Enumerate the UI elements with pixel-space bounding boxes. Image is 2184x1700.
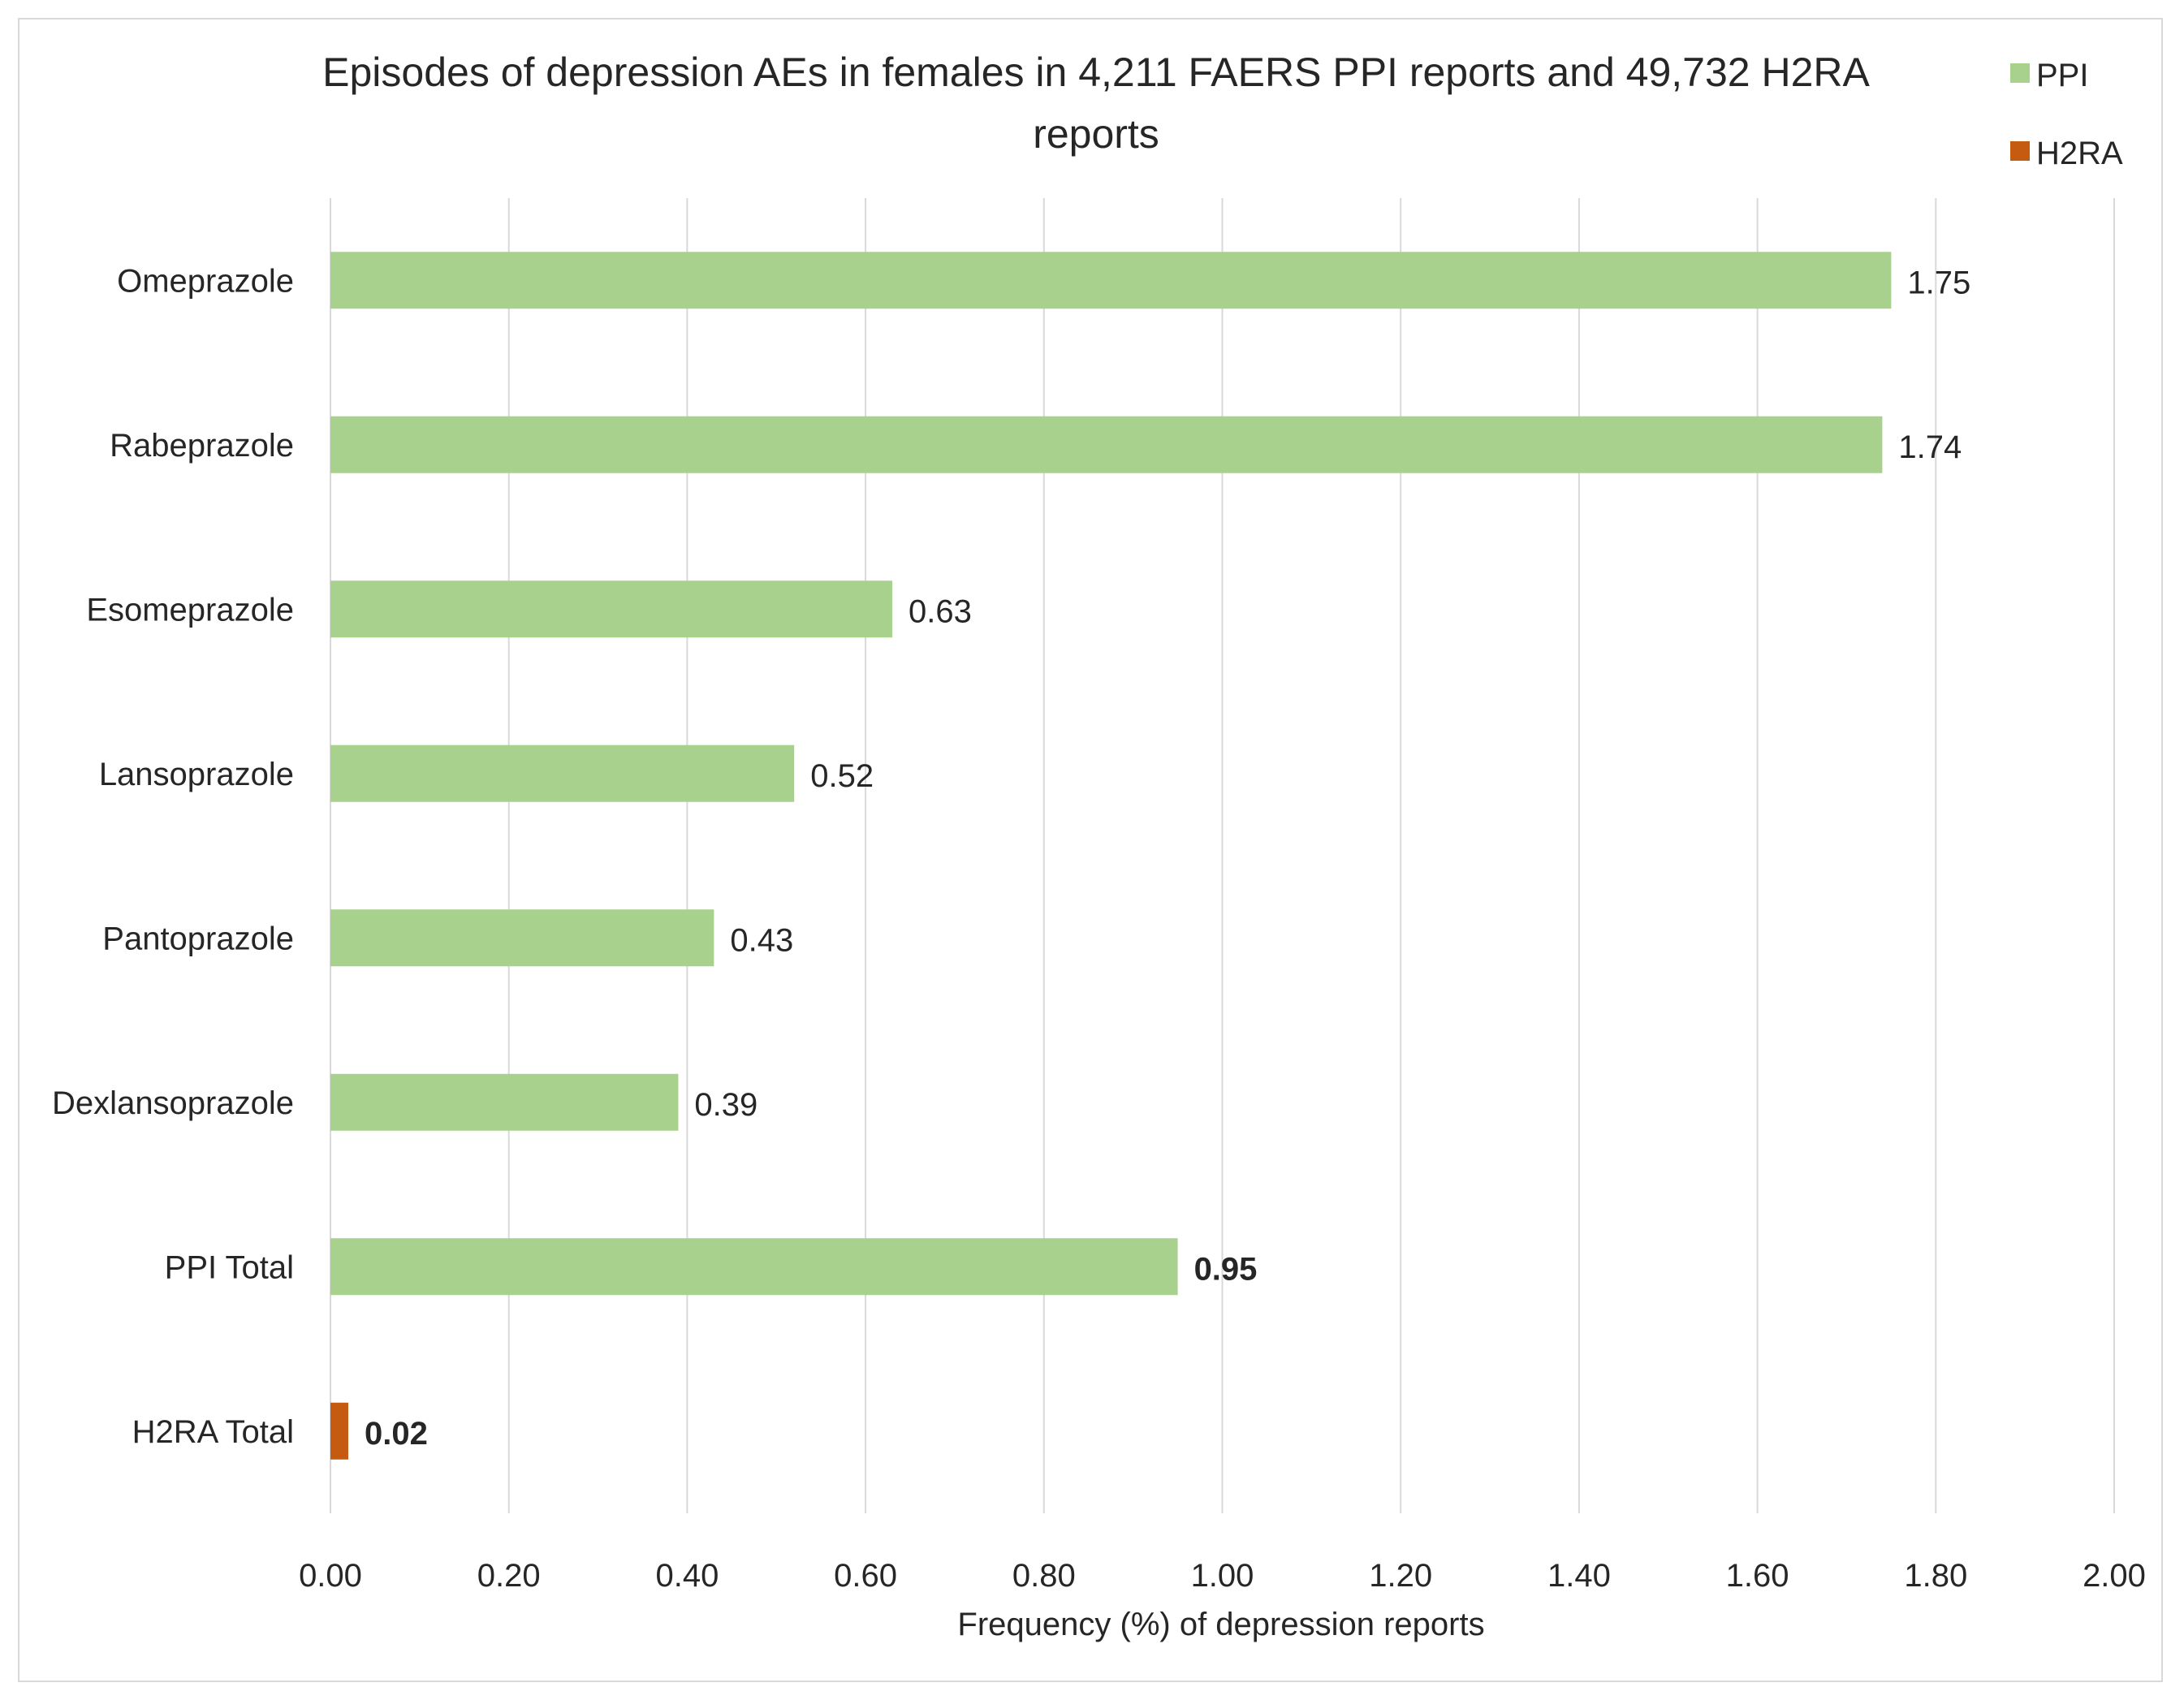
x-tick-label: 0.20 (477, 1558, 541, 1594)
x-tick-label: 0.80 (1012, 1558, 1076, 1594)
legend-swatch (2010, 63, 2030, 83)
x-tick-label: 2.00 (2083, 1558, 2146, 1594)
x-tick-label: 1.00 (1191, 1558, 1254, 1594)
x-tick-label: 1.40 (1547, 1558, 1611, 1594)
category-label: Omeprazole (117, 263, 294, 299)
category-label: Rabeprazole (110, 428, 294, 464)
chart-title: Episodes of depression AEs in females in… (322, 50, 1870, 157)
bar (330, 909, 714, 967)
category-label: Esomeprazole (86, 592, 294, 628)
category-label: Pantoprazole (102, 921, 294, 956)
bar (330, 1238, 1178, 1296)
legend: PPI H2RA (2010, 58, 2123, 171)
x-tick-label: 0.40 (655, 1558, 719, 1594)
data-label: 0.02 (365, 1416, 428, 1452)
x-tick-label: 1.80 (1904, 1558, 1967, 1594)
data-label: 0.63 (909, 593, 972, 629)
data-label: 1.74 (1898, 429, 1962, 465)
category-label: H2RA Total (132, 1414, 294, 1450)
bar (330, 744, 795, 802)
chart-title-line-1: Episodes of depression AEs in females in… (322, 50, 1870, 95)
x-tick-label: 1.20 (1369, 1558, 1432, 1594)
chart-frame: Episodes of depression AEs in females in… (18, 18, 2163, 1682)
x-tick-labels: 0.00 0.20 0.40 0.60 0.80 1.00 1.20 1.40 1.60 1.80… (299, 1558, 2146, 1594)
bar (330, 416, 1883, 473)
category-label: PPI Total (165, 1249, 294, 1285)
data-label: 0.39 (694, 1087, 757, 1123)
legend-swatch (2010, 141, 2030, 161)
x-tick-label: 1.60 (1726, 1558, 1789, 1594)
legend-label: H2RA (2036, 136, 2123, 171)
legend-label: PPI (2036, 58, 2088, 93)
category-label: Lansoprazole (99, 757, 294, 792)
chart-title-line-2: reports (1033, 111, 1159, 157)
x-tick-label: 0.60 (834, 1558, 897, 1594)
bar (330, 580, 893, 638)
x-tick-label: 0.00 (299, 1558, 362, 1594)
data-label: 0.43 (730, 922, 793, 958)
gridlines (330, 198, 2115, 1513)
bars (330, 252, 1892, 1460)
x-axis-label: Frequency (%) of depression reports (957, 1607, 1484, 1642)
data-label: 1.75 (1907, 265, 1970, 300)
data-label: 0.95 (1194, 1251, 1258, 1287)
category-labels: Omeprazole Rabeprazole Esomeprazole Lansopr… (52, 263, 294, 1450)
data-labels: 1.75 1.74 0.63 0.52 0.43 0.39 0.95 0.02 (365, 265, 1970, 1452)
bar (330, 1073, 679, 1131)
data-label: 0.52 (810, 758, 874, 794)
category-label: Dexlansoprazole (52, 1085, 294, 1121)
chart-svg: Episodes of depression AEs in females in… (52, 50, 2146, 1642)
bar (330, 252, 1892, 309)
bar (330, 1402, 348, 1460)
